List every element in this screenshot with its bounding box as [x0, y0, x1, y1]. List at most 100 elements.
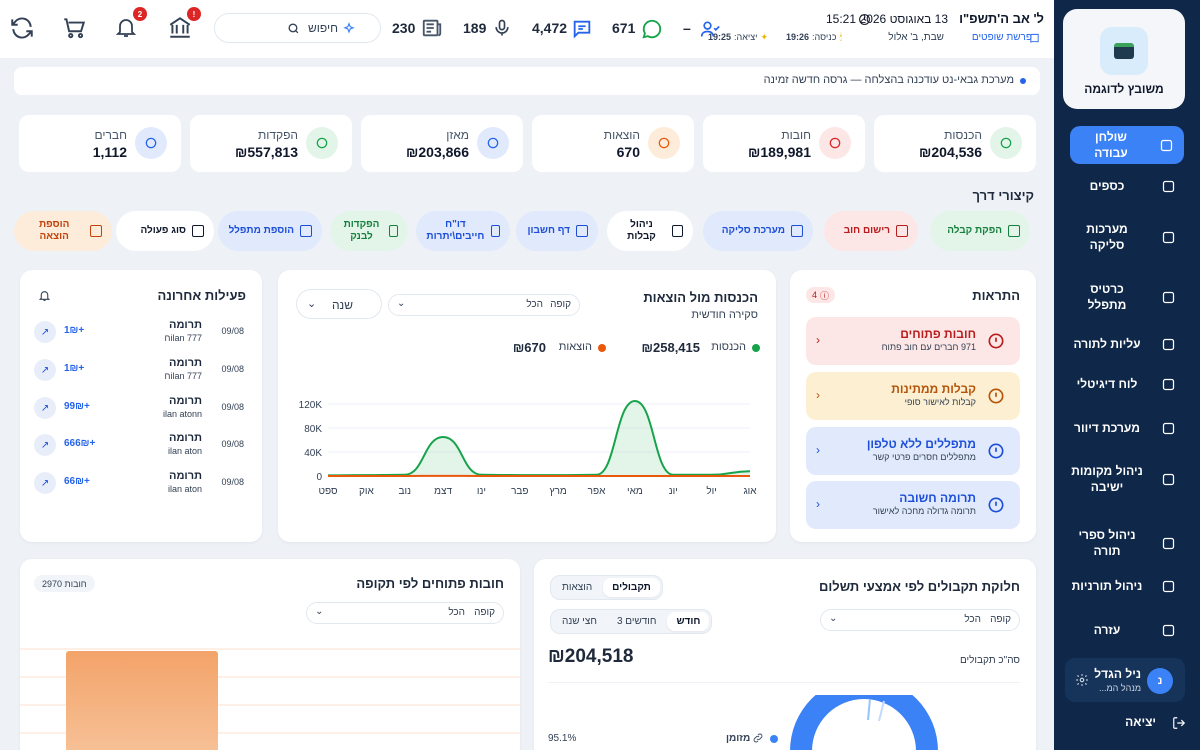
- alert-item[interactable]: מתפללים ללא טלפון מתפללים חסרים פרטי קשר…: [806, 427, 1020, 475]
- settings-gear-icon[interactable]: [1075, 673, 1089, 687]
- tab-expenses[interactable]: הוצאות: [562, 582, 593, 593]
- entry-time: 19:26: [786, 32, 810, 42]
- chevron-down-icon: ⌄: [829, 613, 838, 624]
- stat-card[interactable]: הכנסות ₪204,536: [874, 115, 1036, 172]
- bank-icon[interactable]: [167, 14, 193, 40]
- tab-month[interactable]: חודש: [667, 612, 710, 631]
- activity-amount: +1₪: [64, 325, 85, 336]
- shortcut-button[interactable]: מערכת סליקה: [703, 211, 813, 251]
- activity-row[interactable]: 09/08 תרומה ilan aton +66₪ ↗: [22, 465, 258, 501]
- brand-card[interactable]: משובץ לדוגמה: [1063, 9, 1185, 109]
- period-select[interactable]: שנה ⌄: [296, 289, 382, 319]
- exit-label: יציאה:: [734, 32, 758, 42]
- sidebar-item-10[interactable]: עזרה: [1070, 616, 1184, 644]
- shortcut-button[interactable]: הפקת קבלה: [930, 211, 1030, 251]
- sidebar-item-label: ניהול תורניות: [1071, 578, 1143, 593]
- payments-fund-select[interactable]: קופה הכל ⌄: [820, 609, 1020, 631]
- chat-icon[interactable]: [571, 18, 593, 40]
- shortcut-button[interactable]: דו"ח חייבים\יתרות: [416, 211, 510, 251]
- arrow-up-right-icon[interactable]: ↗: [34, 397, 56, 419]
- dollar-icon: [477, 127, 509, 159]
- shortcut-label: דף חשבון: [527, 225, 570, 236]
- shabbat-exit: ✦ יציאה: 19:25: [708, 32, 768, 43]
- alert-title: חובות פתוחים: [900, 327, 976, 341]
- sidebar-item-7[interactable]: ניהול מקומות ישיבה: [1070, 457, 1184, 501]
- fund-select[interactable]: קופה הכל ⌄: [388, 294, 580, 316]
- tab-3-months[interactable]: 3 חודשים: [616, 616, 657, 627]
- shortcut-button[interactable]: רישום חוב: [824, 211, 918, 251]
- microphone-icon[interactable]: [492, 18, 512, 38]
- messages-count: 671: [612, 20, 636, 36]
- fund-select-value: הכל: [964, 614, 981, 625]
- sidebar-item-8[interactable]: ניהול ספרי תורה: [1070, 521, 1184, 565]
- bell-badge: 2: [133, 7, 147, 21]
- alert-item[interactable]: קבלות ממתינות קבלות לאישור סופי ‹: [806, 372, 1020, 420]
- bell-icon[interactable]: [114, 15, 138, 39]
- bell-icon[interactable]: [38, 289, 51, 302]
- y-tick-label: 80K: [304, 424, 322, 435]
- shortcut-button[interactable]: הוספת הוצאה: [14, 211, 112, 251]
- x-tick-label: אוק: [359, 486, 374, 497]
- shortcut-button[interactable]: ניהול קבלות: [607, 211, 693, 251]
- stat-card[interactable]: חברים 1,112: [19, 115, 181, 172]
- refresh-icon[interactable]: [9, 15, 35, 41]
- shabbat-entry: 🕯 כניסה: 19:26: [786, 32, 842, 43]
- activity-name: תרומה: [169, 432, 202, 444]
- shortcut-icon: [90, 225, 102, 237]
- alert-item[interactable]: תרומה חשובה תרומה גדולה מחכה לאישור ‹: [806, 481, 1020, 529]
- activity-row[interactable]: 09/08 תרומה ilan aton +666₪ ↗: [22, 427, 258, 463]
- entry-label: כניסה:: [812, 32, 837, 42]
- logout-icon[interactable]: [1172, 716, 1186, 730]
- alert-title: תרומה חשובה: [899, 491, 976, 505]
- series-area: [328, 401, 750, 476]
- shortcut-button[interactable]: סוג פעולה: [116, 211, 214, 251]
- stat-card[interactable]: הוצאות 670: [532, 115, 694, 172]
- sidebar-item-0[interactable]: שולחן עבודה: [1070, 126, 1184, 164]
- tab-half-year[interactable]: חצי שנה: [562, 616, 597, 627]
- shortcut-label: הוספת הוצאה: [39, 219, 70, 242]
- x-tick-label: מאי: [627, 486, 643, 497]
- stat-title: הוצאות: [603, 128, 640, 142]
- sidebar-item-1[interactable]: כספים: [1070, 172, 1184, 200]
- newspaper-icon[interactable]: [421, 17, 443, 39]
- user-role: מנהל המ...: [1098, 683, 1141, 693]
- alert-title: קבלות ממתינות: [891, 382, 976, 396]
- shortcut-button[interactable]: הוספת מתפלל: [218, 211, 322, 251]
- stat-value: 670: [616, 144, 640, 160]
- whatsapp-icon[interactable]: [641, 18, 663, 40]
- activity-name: תרומה: [169, 357, 202, 369]
- arrow-up-right-icon[interactable]: ↗: [34, 434, 56, 456]
- brand-logo-icon: [1100, 27, 1148, 75]
- shortcut-button[interactable]: דף חשבון: [516, 211, 598, 251]
- activity-row[interactable]: 09/08 תרומה ilan 777ח +1₪ ↗: [22, 314, 258, 350]
- members-icon[interactable]: [700, 19, 720, 39]
- stat-card[interactable]: הפקדות ₪557,813: [190, 115, 352, 172]
- sidebar-item-3[interactable]: כרטיס מתפלל: [1070, 275, 1184, 319]
- sidebar-item-9[interactable]: ניהול תורניות: [1070, 572, 1184, 600]
- alert-item[interactable]: חובות פתוחים 971 חברים עם חוב פתוח ‹: [806, 317, 1020, 365]
- shortcut-button[interactable]: הפקדות לבנק: [330, 211, 408, 251]
- activity-row[interactable]: 09/08 תרומה ilan 777ח +1₪ ↗: [22, 352, 258, 388]
- arrow-up-right-icon[interactable]: ↗: [34, 472, 56, 494]
- debts-fund-select[interactable]: קופה הכל ⌄: [306, 602, 504, 624]
- activity-row[interactable]: 09/08 תרומה ilan atonn +99₪ ↗: [22, 390, 258, 426]
- book-icon: [1030, 33, 1039, 43]
- income-legend-label: הכנסות: [711, 341, 746, 353]
- user-card[interactable]: נ ניל הגדל מנהל המ...: [1065, 658, 1185, 702]
- sidebar-item-5[interactable]: לוח דיגיטלי: [1070, 370, 1184, 398]
- sidebar-item-2[interactable]: מערכות סליקה: [1070, 215, 1184, 259]
- parasha-link[interactable]: פרשת שופטים: [971, 32, 1032, 43]
- logout-link[interactable]: יציאה: [1125, 715, 1156, 729]
- search-box[interactable]: חיפוש: [214, 13, 381, 43]
- search-placeholder: חיפוש: [308, 21, 338, 35]
- stat-card[interactable]: חובות ₪189,981: [703, 115, 865, 172]
- cart-icon[interactable]: [61, 15, 87, 41]
- sidebar-item-4[interactable]: עליות לתורה: [1070, 330, 1184, 358]
- sidebar-item-6[interactable]: מערכת דיוור: [1070, 414, 1184, 442]
- tab-receipts[interactable]: תקבולים: [603, 578, 660, 597]
- topbar: ל' אב ה'תשפ"ו 13 באוגוסט 2026 15:21 פרשת…: [0, 0, 1054, 58]
- arrow-up-right-icon[interactable]: ↗: [34, 359, 56, 381]
- alert-icon: [988, 443, 1004, 459]
- stat-card[interactable]: מאזן ₪203,866: [361, 115, 523, 172]
- arrow-up-right-icon[interactable]: ↗: [34, 321, 56, 343]
